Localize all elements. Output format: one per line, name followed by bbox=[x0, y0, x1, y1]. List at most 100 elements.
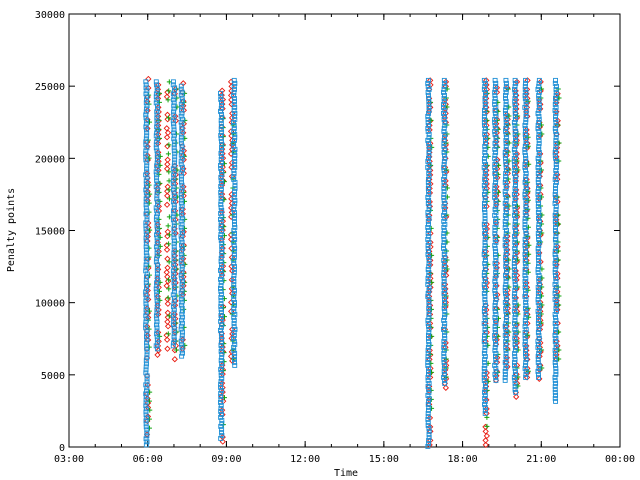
blue-square-marker bbox=[178, 86, 184, 92]
blue-square-marker bbox=[171, 142, 177, 148]
y-tick-label: 20000 bbox=[35, 154, 65, 165]
blue-square-marker bbox=[503, 197, 509, 203]
blue-square-marker bbox=[179, 89, 185, 95]
blue-square-marker bbox=[143, 235, 149, 241]
blue-square-marker bbox=[441, 266, 447, 272]
blue-square-marker bbox=[442, 296, 447, 302]
blue-square-marker bbox=[523, 110, 529, 116]
blue-square-marker bbox=[503, 158, 509, 164]
blue-square-marker bbox=[482, 302, 488, 308]
blue-square-marker bbox=[171, 187, 176, 193]
blue-square-marker bbox=[502, 371, 508, 377]
blue-square-marker bbox=[512, 98, 518, 104]
blue-square-marker bbox=[523, 197, 529, 203]
blue-square-marker bbox=[153, 205, 159, 211]
blue-square-marker bbox=[493, 374, 499, 380]
blue-square-marker bbox=[144, 133, 150, 139]
blue-square-marker bbox=[218, 303, 224, 309]
blue-square-marker bbox=[231, 347, 237, 353]
blue-square-marker bbox=[503, 161, 509, 167]
blue-square-marker bbox=[171, 340, 177, 346]
blue-square-marker bbox=[441, 245, 446, 251]
blue-square-marker bbox=[553, 245, 559, 251]
blue-square-marker bbox=[171, 127, 177, 133]
blue-square-marker bbox=[536, 275, 542, 281]
blue-square-marker bbox=[493, 80, 499, 86]
blue-square-marker bbox=[482, 137, 488, 143]
blue-square-marker bbox=[553, 317, 559, 323]
blue-square-marker bbox=[523, 230, 529, 236]
blue-square-marker bbox=[535, 344, 541, 350]
blue-square-marker bbox=[536, 101, 542, 107]
blue-square-marker bbox=[426, 440, 432, 446]
blue-square-marker bbox=[442, 209, 448, 215]
blue-square-marker bbox=[493, 113, 499, 119]
blue-square-marker bbox=[232, 158, 238, 164]
blue-square-marker bbox=[170, 268, 176, 274]
blue-square-marker bbox=[512, 230, 518, 236]
blue-square-marker bbox=[218, 414, 224, 420]
blue-square-marker bbox=[441, 257, 447, 263]
green-plus-marker bbox=[526, 314, 532, 320]
blue-square-marker bbox=[522, 269, 528, 275]
blue-square-marker bbox=[522, 329, 528, 335]
blue-square-marker bbox=[552, 287, 558, 293]
blue-square-marker bbox=[552, 395, 558, 401]
blue-square-marker bbox=[171, 148, 177, 154]
blue-square-marker bbox=[492, 86, 498, 92]
blue-square-marker bbox=[154, 322, 159, 328]
blue-square-marker bbox=[536, 131, 542, 137]
blue-square-marker bbox=[503, 137, 509, 143]
blue-square-marker bbox=[143, 115, 149, 121]
blue-square-marker bbox=[503, 260, 509, 266]
blue-square-marker bbox=[513, 92, 518, 98]
blue-square-marker bbox=[502, 224, 508, 230]
blue-square-marker bbox=[170, 91, 176, 97]
blue-square-marker bbox=[144, 217, 150, 223]
blue-square-marker bbox=[481, 77, 487, 83]
blue-square-marker bbox=[143, 229, 149, 235]
blue-square-marker bbox=[441, 116, 447, 122]
blue-square-marker bbox=[481, 86, 487, 92]
blue-square-marker bbox=[178, 218, 184, 224]
red-diamond-marker bbox=[164, 192, 171, 199]
blue-square-marker bbox=[425, 359, 431, 365]
red-diamond-marker bbox=[163, 282, 170, 289]
blue-square-marker bbox=[493, 263, 499, 269]
blue-square-marker bbox=[482, 389, 487, 395]
blue-square-marker bbox=[153, 139, 159, 145]
blue-square-marker bbox=[231, 284, 237, 290]
blue-square-marker bbox=[482, 173, 488, 179]
blue-square-marker bbox=[503, 143, 509, 149]
x-tick-label: 18:00 bbox=[448, 454, 478, 465]
blue-square-marker bbox=[441, 167, 447, 173]
blue-square-marker bbox=[171, 316, 177, 322]
blue-square-marker bbox=[493, 176, 499, 182]
blue-square-marker bbox=[513, 137, 518, 143]
blue-square-marker bbox=[153, 145, 159, 151]
blue-square-marker bbox=[154, 304, 160, 310]
blue-square-marker bbox=[441, 341, 447, 347]
green-plus-marker bbox=[556, 221, 562, 227]
blue-square-marker bbox=[552, 149, 558, 155]
red-diamond-marker bbox=[164, 264, 171, 271]
blue-square-marker bbox=[171, 289, 177, 295]
blue-square-marker bbox=[442, 260, 448, 266]
blue-square-marker bbox=[232, 209, 237, 215]
blue-square-marker bbox=[218, 285, 223, 291]
blue-square-marker bbox=[171, 325, 177, 331]
blue-square-marker bbox=[154, 178, 160, 184]
blue-square-marker bbox=[442, 248, 448, 254]
blue-square-marker bbox=[482, 188, 488, 194]
blue-square-marker bbox=[493, 329, 499, 335]
blue-square-marker bbox=[425, 83, 431, 89]
blue-square-marker bbox=[232, 131, 238, 137]
blue-square-marker bbox=[535, 254, 541, 260]
blue-square-marker bbox=[482, 278, 488, 284]
blue-square-marker bbox=[218, 297, 224, 303]
green-plus-marker bbox=[539, 302, 545, 308]
blue-square-marker bbox=[503, 221, 509, 227]
blue-square-marker bbox=[536, 200, 542, 206]
green-plus-marker bbox=[165, 295, 171, 301]
blue-square-marker bbox=[219, 159, 225, 165]
